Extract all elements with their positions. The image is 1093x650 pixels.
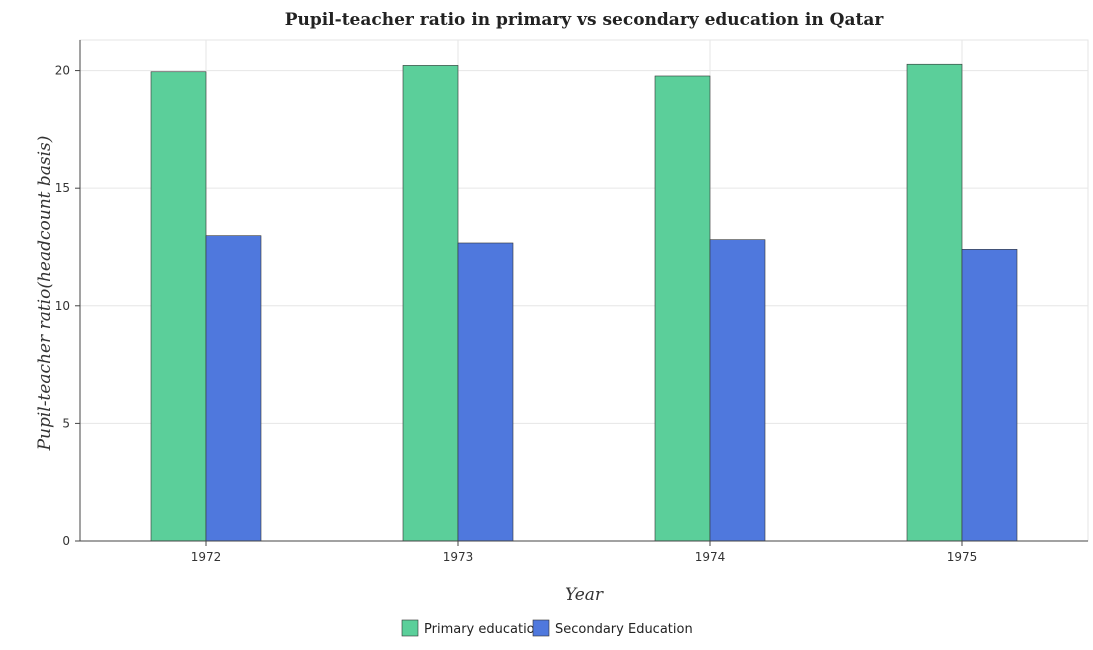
bar-secondary-1974: [709, 239, 766, 542]
x-axis-label: Year: [565, 585, 604, 605]
y-tick-label: 10: [55, 299, 70, 313]
bars-layer: [150, 63, 1018, 542]
y-tick-label: 20: [55, 64, 70, 78]
bar-primary-1974: [654, 75, 711, 542]
bar-primary-1973: [402, 65, 459, 542]
x-tick-label: 1973: [443, 550, 474, 564]
bar-secondary-1973: [457, 242, 514, 542]
y-axis-label: Pupil-teacher ratio(headcount basis): [35, 136, 55, 452]
bar-primary-1972: [150, 71, 207, 542]
bar-secondary-1972: [205, 235, 262, 542]
y-tick-label: 15: [55, 181, 70, 195]
bar-secondary-1975: [961, 249, 1018, 542]
y-tick-label: 0: [62, 534, 70, 548]
x-tick-label: 1972: [191, 550, 222, 564]
x-tick-label: 1975: [947, 550, 978, 564]
legend-label-primary: Primary education: [424, 622, 543, 637]
legend-swatch-secondary: [532, 619, 550, 637]
axes-layer: 0 5 10 15 20 1972 1973 1974 1975: [55, 40, 1088, 564]
legend: Primary education Secondary Education: [401, 619, 693, 637]
bar-primary-1975: [906, 63, 963, 542]
y-tick-label: 5: [62, 416, 70, 430]
chart-title: Pupil-teacher ratio in primary vs second…: [285, 10, 885, 30]
legend-label-secondary: Secondary Education: [555, 622, 693, 637]
x-tick-label: 1974: [695, 550, 726, 564]
legend-swatch-primary: [401, 619, 419, 637]
